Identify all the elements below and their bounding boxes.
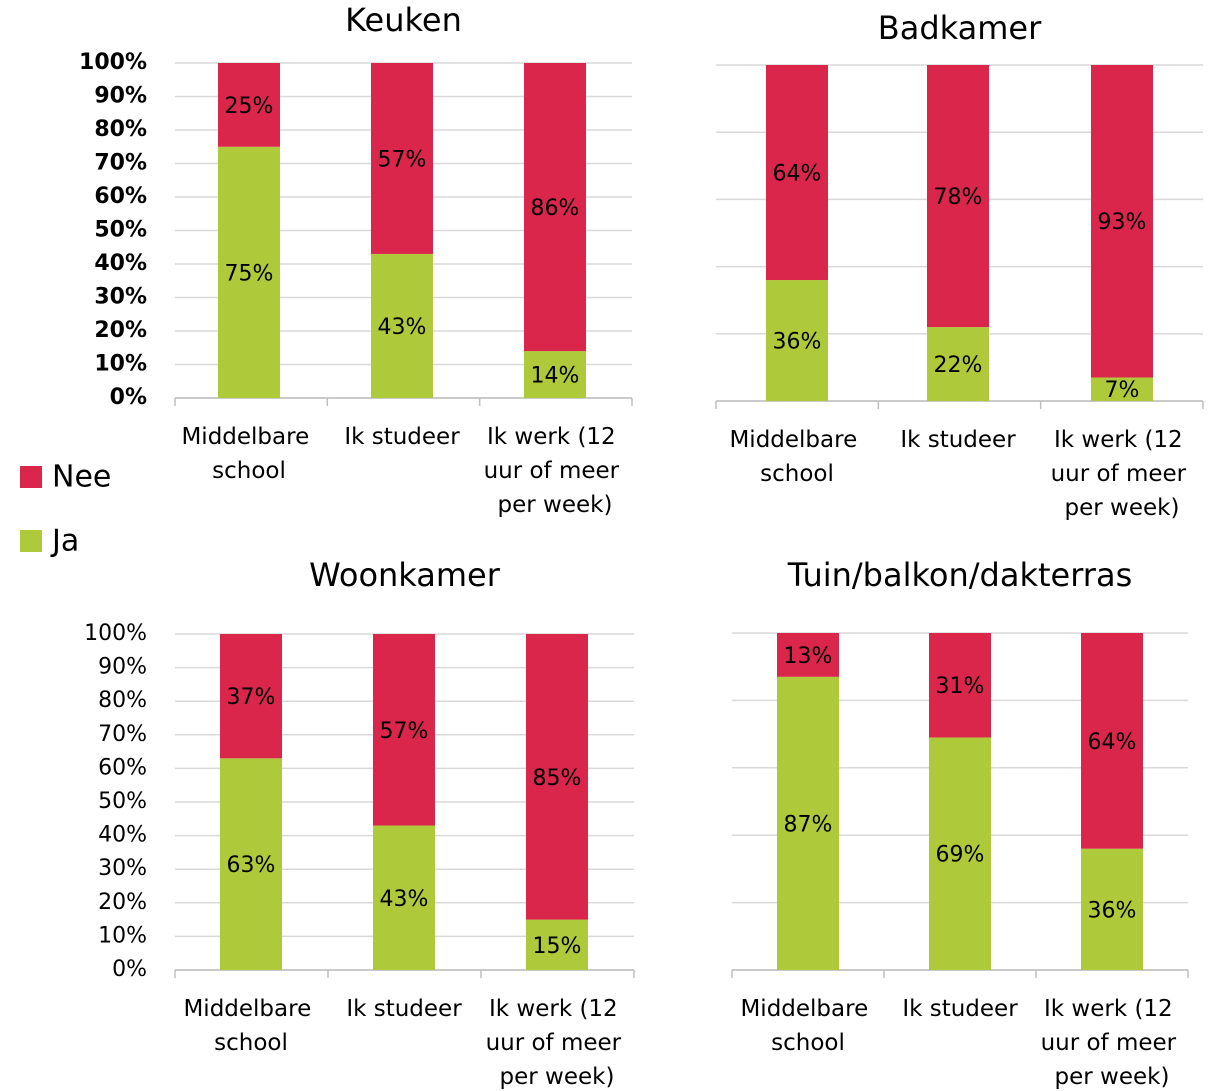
chart-title: Keuken	[345, 1, 462, 39]
y-tick-label: 90%	[94, 84, 147, 109]
bar-segment	[524, 63, 586, 352]
data-label: 78%	[934, 185, 983, 210]
y-tick-label: 40%	[94, 251, 147, 276]
x-tick-label: Ik studeer	[346, 996, 462, 1022]
legend-label: Nee	[52, 460, 111, 495]
bar-segment	[1081, 633, 1143, 849]
bar-segment	[524, 351, 586, 398]
data-label: 36%	[773, 330, 822, 355]
bar-segment	[373, 634, 435, 826]
legend-swatch	[20, 530, 42, 552]
bar-segment	[526, 919, 588, 970]
y-tick-label: 80%	[98, 688, 147, 713]
x-tick-label: Middelbare school	[740, 996, 875, 1056]
data-label: 64%	[1088, 730, 1137, 755]
bar-segment	[927, 327, 989, 401]
bar-segment	[220, 758, 282, 970]
x-tick-label: Ik werk (12 uur of meer per week)	[1051, 427, 1194, 521]
x-tick-label: Middelbare school	[181, 424, 316, 484]
data-label: 69%	[936, 843, 985, 868]
x-tick-label: Ik werk (12 uur of meer per week)	[1041, 996, 1184, 1090]
y-tick-label: 90%	[98, 655, 147, 680]
bar-segment	[218, 146, 280, 398]
data-label: 63%	[227, 853, 276, 878]
y-tick-label: 0%	[110, 385, 147, 410]
y-tick-label: 50%	[94, 218, 147, 243]
bar-segment	[373, 825, 435, 970]
data-label: 22%	[934, 353, 983, 378]
data-label: 64%	[773, 162, 822, 187]
bar-segment	[220, 634, 282, 759]
bar-segment	[929, 633, 991, 738]
data-label: 57%	[380, 719, 429, 744]
bar-segment	[929, 737, 991, 970]
y-tick-label: 30%	[98, 856, 147, 881]
x-tick-label: Ik studeer	[344, 424, 460, 450]
data-label: 93%	[1098, 210, 1147, 235]
bar-segment	[766, 65, 828, 281]
y-tick-label: 60%	[94, 184, 147, 209]
data-label: 15%	[533, 934, 582, 959]
y-tick-label: 20%	[94, 318, 147, 343]
x-tick-label: Ik werk (12 uur of meer per week)	[486, 996, 629, 1090]
bar-segment	[766, 280, 828, 401]
bar-segment	[218, 63, 280, 147]
y-tick-label: 10%	[94, 352, 147, 377]
x-tick-label: Middelbare school	[183, 996, 318, 1056]
bar-segment	[1091, 65, 1153, 378]
x-tick-label: Ik studeer	[902, 996, 1018, 1022]
y-tick-label: 40%	[98, 823, 147, 848]
chart-title: Woonkamer	[309, 556, 501, 594]
data-label: 75%	[225, 261, 274, 286]
x-tick-label: Ik studeer	[900, 427, 1016, 453]
data-label: 87%	[784, 812, 833, 837]
y-tick-label: 80%	[94, 117, 147, 142]
data-label: 43%	[380, 887, 429, 912]
data-label: 7%	[1105, 378, 1140, 403]
y-tick-label: 70%	[94, 151, 147, 176]
x-tick-label: Ik werk (12 uur of meer per week)	[484, 424, 627, 518]
legend-swatch	[20, 466, 42, 488]
bar-segment	[1091, 377, 1153, 401]
data-label: 57%	[378, 147, 427, 172]
data-label: 25%	[225, 94, 274, 119]
y-tick-label: 60%	[98, 755, 147, 780]
bar-segment	[371, 63, 433, 254]
bar-segment	[526, 634, 588, 920]
chart-title: Tuin/balkon/dakterras	[787, 556, 1132, 594]
data-label: 36%	[1088, 898, 1137, 923]
y-tick-label: 0%	[112, 957, 147, 982]
data-label: 85%	[533, 766, 582, 791]
data-label: 13%	[784, 644, 833, 669]
data-label: 14%	[531, 364, 580, 389]
y-tick-label: 50%	[98, 789, 147, 814]
chart-title: Badkamer	[878, 9, 1042, 47]
data-label: 37%	[227, 685, 276, 710]
y-tick-label: 100%	[79, 50, 147, 75]
data-label: 86%	[531, 196, 580, 221]
y-tick-label: 100%	[84, 621, 147, 646]
data-label: 31%	[936, 674, 985, 699]
bar-segment	[371, 253, 433, 398]
bar-segment	[927, 65, 989, 328]
y-tick-label: 70%	[98, 722, 147, 747]
y-tick-label: 20%	[98, 890, 147, 915]
bar-segment	[1081, 848, 1143, 970]
y-tick-label: 30%	[94, 285, 147, 310]
data-label: 43%	[378, 315, 427, 340]
x-tick-label: Middelbare school	[729, 427, 864, 487]
bar-segment	[777, 676, 839, 970]
y-tick-label: 10%	[98, 923, 147, 948]
legend-label: Ja	[50, 524, 79, 559]
bar-segment	[777, 633, 839, 677]
